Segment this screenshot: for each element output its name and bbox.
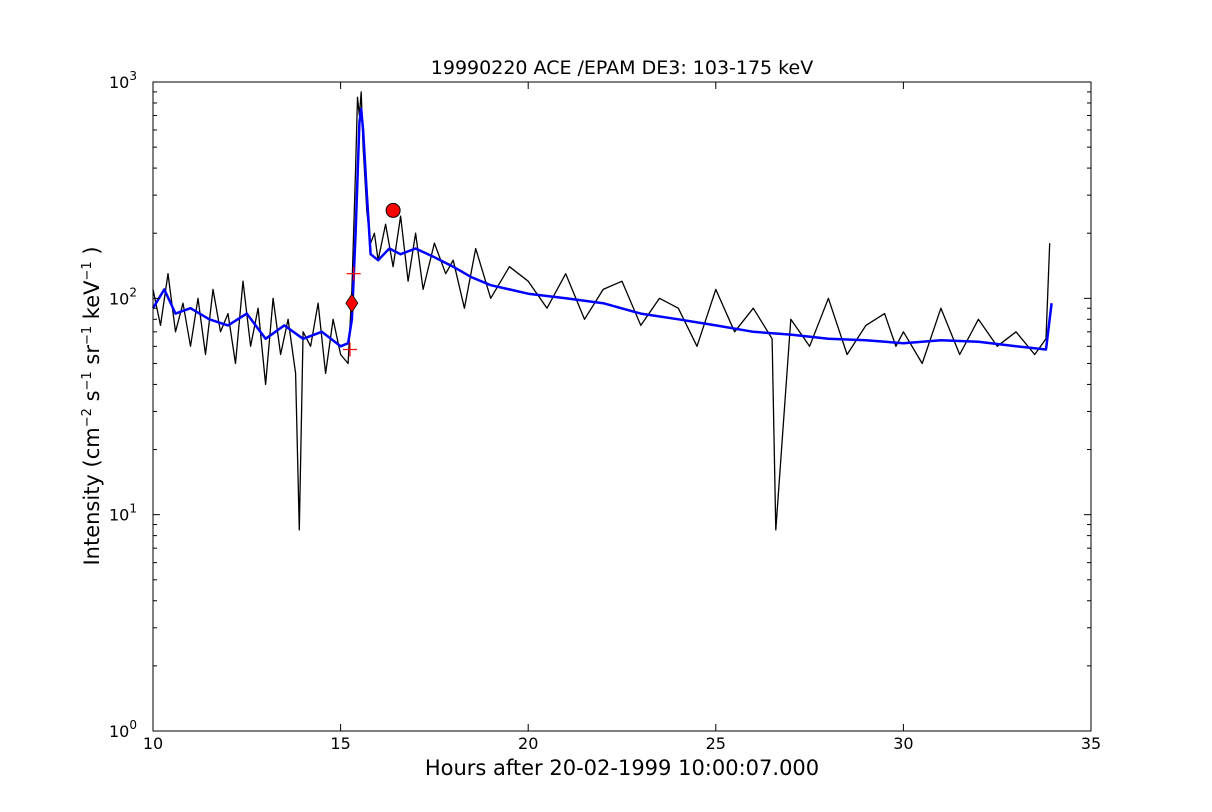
series-line-raw [152,91,1051,531]
plot-data-layer [151,91,1053,531]
plot-frame [152,81,1092,732]
x-tick-label: 30 [893,734,913,753]
circle-marker [385,202,401,218]
y-tick-label: 100 [109,718,137,741]
x-axis-label: Hours after 20-02-1999 10:00:07.000 [425,756,819,780]
x-tick-label: 10 [143,734,163,753]
series-line-smoothed [151,107,1053,351]
y-tick-label: 101 [109,502,137,525]
y-tick-label: 102 [109,285,137,308]
plus-marker [342,342,357,357]
x-tick-label: 20 [518,734,538,753]
x-tick-label: 35 [1081,734,1101,753]
y-tick-label: 103 [109,69,137,92]
tick-layer: 10 15 20 25 30 35 100 101 102 103 [109,69,1101,753]
y-axis-label: Intensity (cm−2 s−1 sr−1 keV−1 ) [80,246,104,565]
x-tick-label: 25 [706,734,726,753]
chart-title: 19990220 ACE /EPAM DE3: 103-175 keV [431,57,813,79]
plus-marker [346,266,361,281]
x-tick-label: 15 [330,734,350,753]
diamond-marker [345,293,359,313]
